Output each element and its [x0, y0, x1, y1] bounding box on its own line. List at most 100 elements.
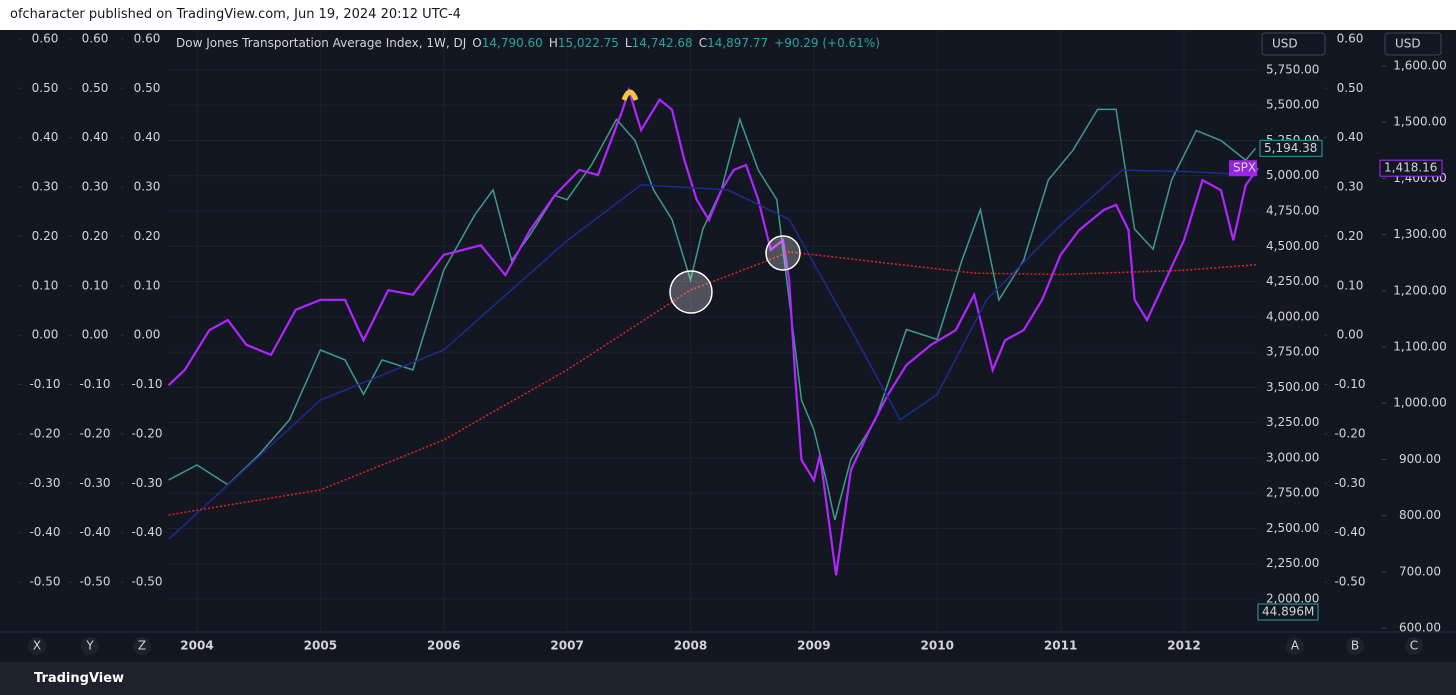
brand: TradingView — [34, 671, 125, 686]
plot: 2004 2005 2006 2007 2008 2009 2010 2011 2012 2,00… — [19, 30, 1447, 655]
y3-tick-label: -0.50 — [79, 575, 110, 589]
y3-tick-label: 0.10 — [82, 278, 109, 292]
y2-tick-label: 1,600.00 — [1393, 58, 1446, 72]
chart: USD USD 2004 2005 2006 2007 2008 2009 2010 2011… — [0, 30, 1456, 662]
ohlc-key: H — [548, 36, 558, 50]
publisher-bar: ofcharacter published on TradingView.com… — [0, 0, 1456, 30]
background — [0, 30, 1456, 662]
corner-button-label[interactable]: A — [1291, 639, 1300, 653]
series-line — [167, 86, 1259, 576]
legend-symbol: Dow Jones Transportation Average Index, … — [176, 36, 467, 50]
corner-button-label[interactable]: C — [1410, 639, 1418, 653]
y-tick-label: 5,500.00 — [1266, 98, 1319, 112]
corner-button[interactable] — [1286, 637, 1304, 655]
corner-button[interactable] — [28, 637, 46, 655]
y3-tick-label: -0.40 — [1334, 525, 1365, 539]
volume-tag — [1257, 603, 1319, 621]
ohlc-key: L — [624, 36, 632, 50]
y3-tick-label: 0.20 — [1337, 229, 1364, 243]
y-tick-label: 2,000.00 — [1266, 591, 1319, 605]
x-tick-label: 2008 — [674, 639, 707, 653]
y3-tick-label: 0.40 — [32, 130, 59, 144]
y3-tick-label: 0.20 — [82, 229, 109, 243]
ohlc-value: 14,742.68 — [631, 36, 693, 50]
currency-box[interactable] — [1261, 32, 1326, 56]
corner-button-label[interactable]: B — [1351, 639, 1359, 653]
y-tick-label: 2,750.00 — [1266, 486, 1319, 500]
y3-tick-label: 0.40 — [1337, 130, 1364, 144]
x-tick-label: 2009 — [797, 639, 830, 653]
y-tick-label: 4,500.00 — [1266, 239, 1319, 253]
y3-tick-label: 0.00 — [1337, 328, 1364, 342]
y2-tick-label: 1,000.00 — [1393, 396, 1446, 410]
x-tick-label: 2005 — [304, 639, 337, 653]
series-line — [168, 169, 1259, 540]
legend: Dow Jones Transportation Average Index, … — [176, 36, 886, 50]
y2-tick-label: 900.00 — [1399, 452, 1441, 466]
y3-tick-label: -0.40 — [131, 525, 162, 539]
y-tick-label: 4,750.00 — [1266, 204, 1319, 218]
ohlc-key: C — [698, 36, 708, 50]
y3-tick-label: -0.30 — [79, 476, 110, 490]
y2-tick-label: 1,100.00 — [1393, 340, 1446, 354]
y3-tick-label: -0.10 — [131, 377, 162, 391]
y3-tick-label: -0.40 — [79, 525, 110, 539]
y3-tick-label: 0.60 — [1337, 31, 1364, 45]
y3-tick-label: -0.30 — [131, 476, 162, 490]
y3-tick-label: 0.50 — [32, 81, 59, 95]
y2-tick-label: 1,200.00 — [1393, 283, 1446, 297]
y3-tick-label: -0.10 — [1334, 377, 1365, 391]
y3-tick-label: 0.50 — [134, 81, 161, 95]
y3-tick-label: 0.10 — [32, 278, 59, 292]
y-tick-label: 3,750.00 — [1266, 345, 1319, 359]
footer: TradingView — [0, 662, 1456, 695]
y-tick-label: 2,250.00 — [1266, 556, 1319, 570]
y3-tick-label: 0.00 — [32, 328, 59, 342]
y3-tick-label: -0.50 — [131, 575, 162, 589]
corner-button[interactable] — [1346, 637, 1364, 655]
corner-button[interactable] — [133, 637, 151, 655]
y3-tick-label: -0.10 — [29, 377, 60, 391]
y3-tick-label: 0.10 — [134, 278, 161, 292]
y3-tick-label: -0.20 — [29, 426, 60, 440]
x-tick-label: 2012 — [1167, 639, 1200, 653]
corner-button-label[interactable]: Y — [85, 639, 94, 653]
x-tick-label: 2010 — [921, 639, 954, 653]
corner-button-label[interactable]: Z — [138, 639, 146, 653]
currency[interactable]: USD — [1272, 37, 1298, 51]
series-tag-label: SPX — [1233, 161, 1256, 175]
series-line — [168, 251, 1259, 516]
price-tag — [1259, 139, 1323, 157]
y-tick-label: 3,500.00 — [1266, 380, 1319, 394]
y3-tick-label: -0.20 — [79, 426, 110, 440]
y-tick-label: 3,250.00 — [1266, 415, 1319, 429]
currency[interactable]: USD — [1395, 37, 1421, 51]
highlight-circle — [669, 270, 713, 314]
corner-button[interactable] — [81, 637, 99, 655]
y3-tick-label: 0.30 — [82, 180, 109, 194]
y-tick-label: 4,000.00 — [1266, 309, 1319, 323]
y3-tick-label: -0.20 — [1334, 426, 1365, 440]
y3-tick-label: 0.10 — [1337, 278, 1364, 292]
y3-tick-label: 0.20 — [134, 229, 161, 243]
y3-tick-label: 0.30 — [1337, 180, 1364, 194]
y2-tick-label: 1,300.00 — [1393, 227, 1446, 241]
y3-tick-label: -0.30 — [1334, 476, 1365, 490]
y-tick-label: 3,000.00 — [1266, 450, 1319, 464]
y2-tick-label: 800.00 — [1399, 508, 1441, 522]
y3-tick-label: -0.20 — [131, 426, 162, 440]
y-tick-label: 2,500.00 — [1266, 521, 1319, 535]
y-tick-label: 5,750.00 — [1266, 62, 1319, 76]
currency-box[interactable] — [1384, 32, 1442, 56]
y-tick-label: 5,000.00 — [1266, 168, 1319, 182]
ohlc-value: 14,790.60 — [481, 36, 543, 50]
y3-tick-label: 0.60 — [32, 31, 59, 45]
corner-button[interactable] — [1405, 637, 1423, 655]
y3-tick-label: 0.30 — [32, 180, 59, 194]
y3-tick-label: 0.00 — [82, 328, 109, 342]
corner-button-label[interactable]: X — [33, 639, 41, 653]
y3-tick-label: 0.60 — [134, 31, 161, 45]
x-tick-label: 2011 — [1044, 639, 1077, 653]
legend-change: +90.29 (+0.61%) — [774, 36, 880, 50]
